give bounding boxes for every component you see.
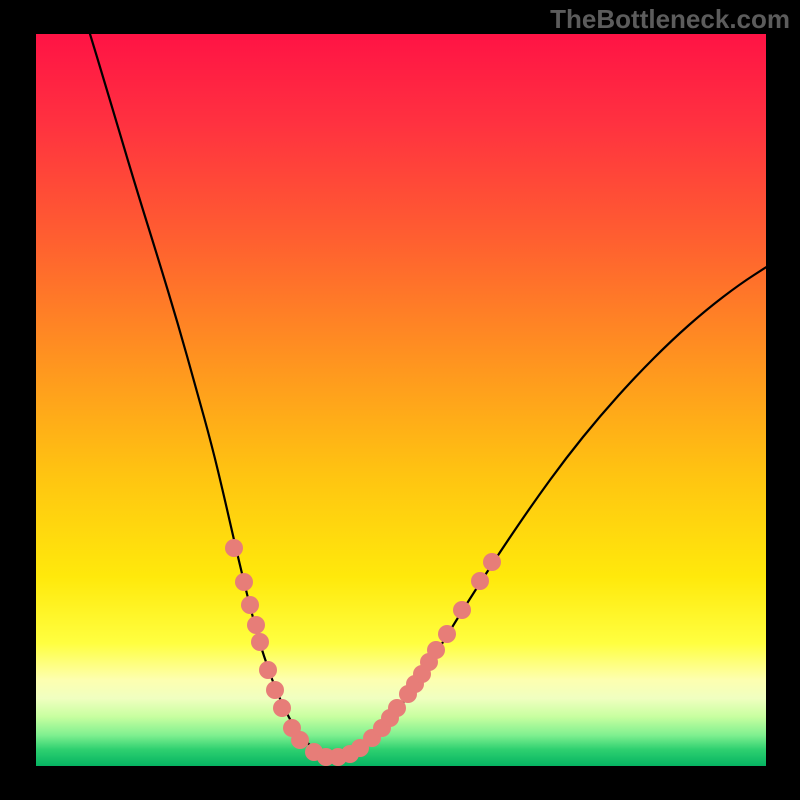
- data-dot: [251, 633, 269, 651]
- data-dot: [453, 601, 471, 619]
- data-dot: [241, 596, 259, 614]
- data-dot: [259, 661, 277, 679]
- data-dot: [235, 573, 253, 591]
- data-dot: [225, 539, 243, 557]
- data-dot: [483, 553, 501, 571]
- data-dot: [427, 641, 445, 659]
- plot-background: [34, 34, 768, 768]
- data-dot: [273, 699, 291, 717]
- data-dot: [438, 625, 456, 643]
- data-dot: [471, 572, 489, 590]
- data-dot: [291, 731, 309, 749]
- data-dot: [247, 616, 265, 634]
- data-dot: [388, 699, 406, 717]
- chart-stage: TheBottleneck.com: [0, 0, 800, 800]
- bottleneck-curve-plot: [0, 0, 800, 800]
- data-dot: [266, 681, 284, 699]
- watermark-label: TheBottleneck.com: [550, 4, 790, 35]
